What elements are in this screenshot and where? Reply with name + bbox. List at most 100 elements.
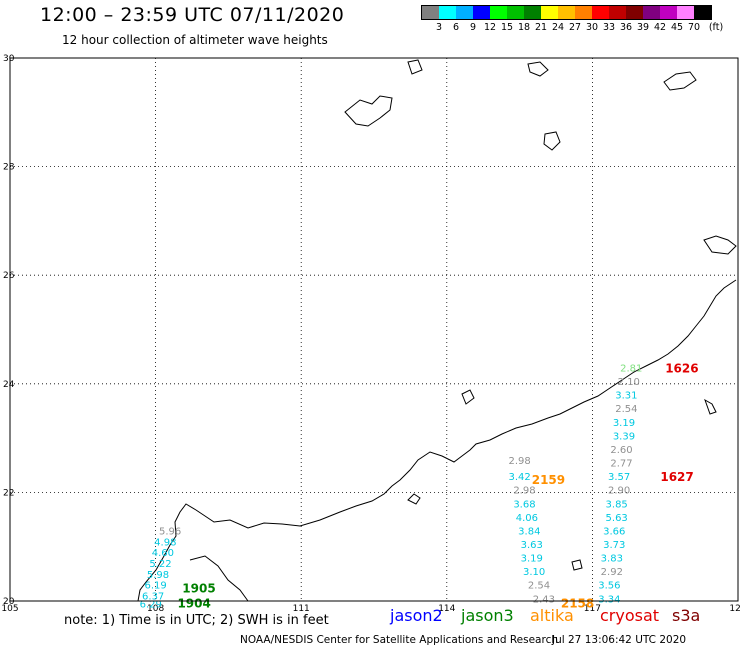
scale-label: 42 xyxy=(653,22,667,33)
map-title: 12:00 – 23:59 UTC 07/11/2020 xyxy=(40,4,345,26)
lat-tick-label: 24 xyxy=(3,380,15,390)
lon-tick-label: 108 xyxy=(147,604,164,614)
scale-swatch xyxy=(626,6,643,19)
axis-tick-labels: 105 108 111 114 117 120 30 28 26 24 22 20 xyxy=(1,54,740,614)
color-scale-labels: 3 6 9 12 15 18 21 24 27 30 33 36 39 42 45 70 (ft) xyxy=(421,20,723,34)
scale-label: 9 xyxy=(469,22,477,33)
scale-swatch xyxy=(507,6,524,19)
wave-height-value: 2.98 xyxy=(508,456,530,467)
scale-label: 33 xyxy=(602,22,616,33)
wave-height-value: 3.19 xyxy=(521,554,543,565)
wave-height-value: 3.68 xyxy=(513,499,535,510)
lat-tick-label: 26 xyxy=(3,271,15,281)
lat-lon-grid xyxy=(9,57,739,602)
wave-height-value: 3.83 xyxy=(601,554,623,565)
wave-height-value: 4.98 xyxy=(154,537,176,548)
scale-swatch xyxy=(456,6,473,19)
wave-height-value: 5.96 xyxy=(159,526,181,537)
wave-height-value: 2.77 xyxy=(610,459,632,470)
footer-note: note: 1) Time is in UTC; 2) SWH is in fe… xyxy=(64,613,329,628)
lon-tick-label: 117 xyxy=(584,604,601,614)
wave-height-value: 3.10 xyxy=(523,567,545,578)
wave-height-value: 2.60 xyxy=(610,445,632,456)
mainland-coastline xyxy=(137,279,737,602)
pass-time-label: 1627 xyxy=(660,470,693,484)
wave-height-value: 6.37 xyxy=(142,592,164,603)
pass-time-label: 2158 xyxy=(561,597,594,611)
scale-swatch xyxy=(694,6,711,19)
scale-label: 6 xyxy=(452,22,460,33)
scale-swatch xyxy=(422,6,439,19)
wave-height-color-scale: 3 6 9 12 15 18 21 24 27 30 33 36 39 42 45 70 (ft) xyxy=(421,5,723,34)
scale-label: 39 xyxy=(636,22,650,33)
wave-height-value: 3.39 xyxy=(613,431,635,442)
scale-label: 70 xyxy=(687,22,701,33)
wave-height-value: 3.66 xyxy=(603,526,625,537)
legend-jason3: jason3 xyxy=(461,606,514,625)
scale-swatch xyxy=(558,6,575,19)
wave-height-value: 4.06 xyxy=(516,513,538,524)
color-scale-swatches xyxy=(421,5,712,20)
lat-tick-label: 28 xyxy=(3,163,15,173)
lat-tick-label: 30 xyxy=(3,54,15,64)
scale-swatch xyxy=(439,6,456,19)
lat-tick-label: 20 xyxy=(3,597,15,607)
scale-swatch xyxy=(541,6,558,19)
wave-height-value: 2.90 xyxy=(608,486,630,497)
island-outline xyxy=(407,493,421,505)
wave-height-values: 5.964.984.605.225.986.196.376.29 2.98 3.42… xyxy=(140,364,643,611)
wave-height-value: 3.84 xyxy=(518,526,540,537)
scale-swatch xyxy=(473,6,490,19)
pass-time-label: 2159 xyxy=(532,473,565,487)
wave-height-value: 2.10 xyxy=(618,377,640,388)
lat-tick-label: 22 xyxy=(3,488,14,498)
wave-height-value: 2.92 xyxy=(601,567,623,578)
legend-jason2: jason2 xyxy=(390,606,443,625)
wave-height-value: 2.54 xyxy=(615,404,637,415)
lon-tick-label: 114 xyxy=(438,604,455,614)
island-outline xyxy=(703,235,737,255)
scale-label: 27 xyxy=(568,22,582,33)
island-outline xyxy=(527,61,549,77)
coastline xyxy=(137,59,737,602)
lon-tick-label: 120 xyxy=(729,604,740,614)
scale-swatch xyxy=(643,6,660,19)
scale-swatch xyxy=(592,6,609,19)
wave-height-value: 6.19 xyxy=(144,581,166,592)
wave-height-value: 3.34 xyxy=(598,594,620,605)
island-outline xyxy=(571,559,583,571)
pass-time-label: 1905 xyxy=(182,581,215,595)
island-outline xyxy=(407,59,423,75)
wave-height-value: 3.31 xyxy=(615,391,637,402)
scale-label: 24 xyxy=(551,22,565,33)
island-outline xyxy=(704,398,717,415)
wave-height-value: 3.85 xyxy=(606,499,628,510)
island-outline xyxy=(663,71,697,91)
generated-timestamp: Jul 27 13:06:42 UTC 2020 xyxy=(552,634,687,646)
pass-time-label: 1626 xyxy=(665,362,698,376)
scale-label: 45 xyxy=(670,22,684,33)
scale-label: 12 xyxy=(483,22,497,33)
credit-line: NOAA/NESDIS Center for Satellite Applica… xyxy=(240,634,558,646)
map-frame xyxy=(9,57,739,602)
scale-swatch xyxy=(609,6,626,19)
wave-height-value: 5.22 xyxy=(149,559,171,570)
scale-label: 30 xyxy=(585,22,599,33)
wave-height-value: 2.43 xyxy=(533,594,555,605)
pass-time-label: 1904 xyxy=(177,597,210,611)
scale-label: 3 xyxy=(435,22,443,33)
scale-swatch xyxy=(660,6,677,19)
pass-time-labels: 1905 1904 2159 2158 1626 1627 xyxy=(177,362,698,611)
island-outline xyxy=(461,389,475,405)
scale-swatch xyxy=(524,6,541,19)
wave-height-value: 2.54 xyxy=(528,581,550,592)
wave-height-value: 2.98 xyxy=(513,486,535,497)
scale-swatch xyxy=(575,6,592,19)
legend-cryosat: cryosat xyxy=(600,606,660,625)
scale-swatch xyxy=(677,6,694,19)
map-subtitle: 12 hour collection of altimeter wave hei… xyxy=(62,33,328,47)
wave-height-value: 3.19 xyxy=(613,418,635,429)
scale-swatch xyxy=(490,6,507,19)
scale-label: 15 xyxy=(500,22,514,33)
